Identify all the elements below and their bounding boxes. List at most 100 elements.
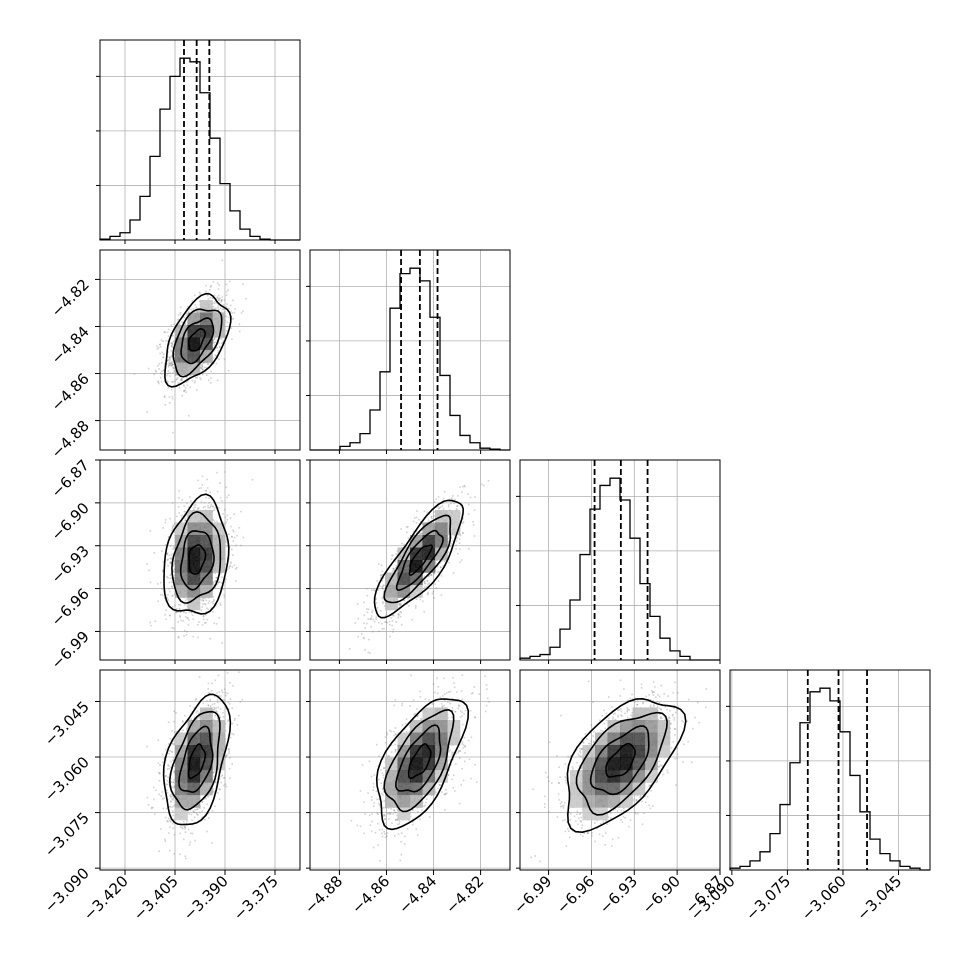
scatter-point <box>204 597 206 600</box>
scatter-point <box>217 308 220 311</box>
scatter-point <box>425 585 428 588</box>
scatter-point <box>419 520 422 523</box>
histogram-1 <box>310 267 510 451</box>
scatter-point <box>162 356 165 359</box>
scatter-point <box>380 564 383 567</box>
scatter-point <box>163 331 166 333</box>
scatter-point <box>220 338 223 340</box>
scatter-point <box>168 581 171 584</box>
scatter-point <box>209 505 212 508</box>
scatter-point <box>231 733 233 735</box>
scatter-point <box>166 575 168 578</box>
scatter-point <box>238 527 241 529</box>
scatter-point <box>205 284 207 287</box>
scatter-point <box>459 561 461 564</box>
scatter-point <box>423 510 426 513</box>
scatter-point <box>439 506 442 509</box>
scatter-point <box>462 521 465 523</box>
scatter-point <box>441 505 444 508</box>
scatter-point <box>212 297 214 300</box>
scatter-point <box>455 544 457 547</box>
scatter-point <box>375 598 377 600</box>
scatter-point <box>204 505 206 508</box>
scatter-point <box>418 533 421 535</box>
scatter-point <box>184 323 187 326</box>
scatter-point <box>208 502 210 504</box>
scatter-point <box>175 611 178 614</box>
scatter-point <box>170 364 172 367</box>
scatter-point <box>423 586 426 589</box>
scatter-point <box>399 611 402 613</box>
scatter-point <box>406 603 409 605</box>
scatter-point <box>415 598 418 600</box>
scatter-point <box>158 368 160 370</box>
scatter-point <box>219 708 222 710</box>
scatter-point <box>179 832 182 835</box>
scatter-point <box>174 604 176 607</box>
scatter-point <box>393 569 395 572</box>
scatter-point <box>427 592 430 595</box>
scatter-point <box>161 588 163 590</box>
scatter-point <box>163 597 166 600</box>
scatter-point <box>180 321 183 324</box>
scatter-point <box>217 716 219 719</box>
scatter-point <box>456 537 459 539</box>
scatter-point <box>202 615 205 618</box>
scatter-point <box>200 367 202 369</box>
scatter-point <box>169 577 172 580</box>
scatter-point <box>230 327 233 330</box>
scatter-point <box>184 389 186 391</box>
scatter-point <box>153 552 155 554</box>
scatter-point <box>184 322 186 324</box>
contour-line <box>383 514 452 604</box>
scatter-point <box>220 342 223 345</box>
scatter-point <box>155 370 157 373</box>
scatter-point <box>178 512 180 514</box>
scatter-point <box>177 636 180 638</box>
scatter-point <box>194 304 197 306</box>
scatter-point <box>426 579 429 582</box>
scatter-point <box>213 302 216 305</box>
scatter-point <box>459 486 461 489</box>
scatter-point <box>435 587 438 589</box>
scatter-point <box>435 506 437 509</box>
scatter-point <box>381 587 384 590</box>
density-cell <box>422 535 436 548</box>
scatter-point <box>453 502 455 504</box>
scatter-point <box>221 774 224 777</box>
scatter-point <box>168 362 170 364</box>
scatter-point <box>391 613 394 616</box>
scatter-point <box>459 548 461 551</box>
scatter-point <box>179 306 182 309</box>
scatter-point <box>169 362 171 365</box>
scatter-point <box>154 369 157 372</box>
scatter-point <box>240 510 242 513</box>
scatter-point <box>455 547 457 550</box>
scatter-point <box>177 603 180 606</box>
scatter-point <box>427 591 429 594</box>
scatter-point <box>380 574 382 576</box>
scatter-point <box>219 307 222 310</box>
scatter-point <box>220 299 223 301</box>
scatter-point <box>186 617 188 619</box>
scatter-point <box>172 340 175 343</box>
scatter-point <box>229 698 232 700</box>
scatter-point <box>163 364 166 367</box>
scatter-point <box>434 583 437 586</box>
scatter-point <box>214 354 217 356</box>
scatter-point <box>453 535 456 537</box>
scatter-point <box>166 362 168 365</box>
scatter-point <box>372 618 375 621</box>
scatter-point <box>172 363 174 366</box>
scatter-point <box>217 294 220 297</box>
scatter-point <box>146 563 149 565</box>
scatter-point <box>384 621 386 623</box>
scatter-point <box>159 343 162 346</box>
scatter-point <box>185 312 187 315</box>
scatter-point <box>426 511 428 514</box>
scatter-point <box>427 575 430 578</box>
scatter-point <box>181 394 184 397</box>
scatter-point <box>174 593 176 595</box>
scatter-point <box>223 358 226 361</box>
scatter-point <box>189 841 192 844</box>
